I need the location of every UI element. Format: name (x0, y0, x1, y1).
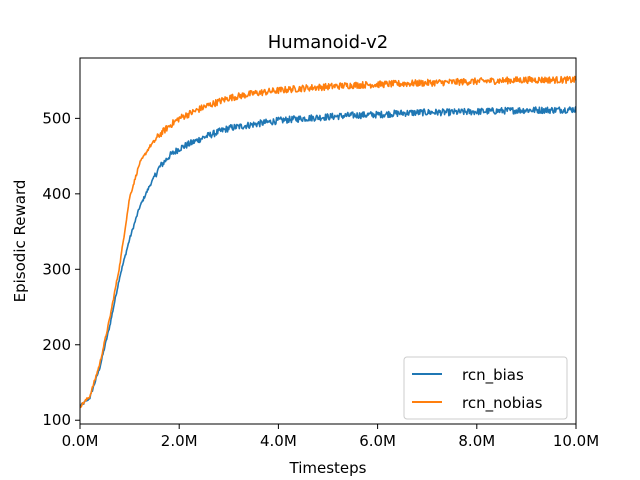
y-tick-label: 100 (42, 411, 71, 429)
y-tick-label: 300 (42, 260, 71, 278)
x-axis-ticks: 0.0M 2.0M 4.0M 6.0M 8.0M 10.0M (62, 424, 599, 450)
legend-label-rcn-nobias: rcn_nobias (462, 394, 543, 413)
series-layer (79, 75, 577, 409)
x-tick-label: 0.0M (62, 432, 99, 450)
x-tick-label: 10.0M (553, 432, 599, 450)
x-axis-label: Timesteps (289, 459, 367, 477)
series-line-rcn-nobias (79, 75, 577, 409)
plot-area (79, 57, 577, 425)
y-axis-ticks: 100 200 300 400 500 (42, 109, 80, 429)
x-tick-label: 4.0M (260, 432, 297, 450)
y-tick-label: 500 (42, 109, 71, 127)
y-axis-label: Episodic Reward (11, 180, 29, 303)
plot-frame (79, 57, 577, 425)
series-line-rcn-bias (79, 106, 577, 408)
x-tick-label: 6.0M (359, 432, 396, 450)
y-tick-label: 200 (42, 336, 71, 354)
y-tick-label: 400 (42, 185, 71, 203)
legend: rcn_bias rcn_nobias (403, 356, 568, 420)
legend-label-rcn-bias: rcn_bias (462, 366, 524, 385)
x-tick-label: 2.0M (161, 432, 198, 450)
legend-box (403, 356, 568, 420)
x-tick-label: 8.0M (458, 432, 495, 450)
chart-title: Humanoid-v2 (268, 32, 388, 53)
